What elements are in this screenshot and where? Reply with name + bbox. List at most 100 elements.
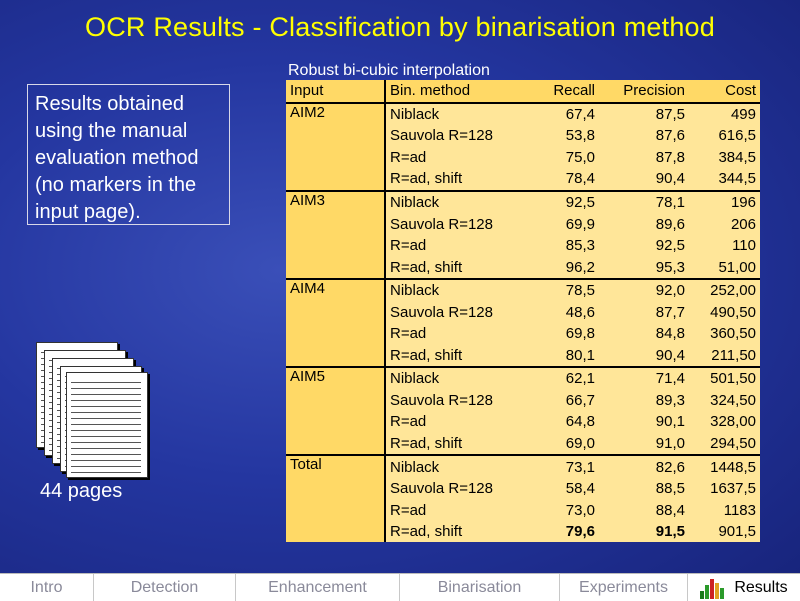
table-row: Total Niblack 73,1 82,6 1448,5 [286,454,760,543]
table-row: AIM3 Niblack 92,5 78,1 196 [286,189,760,279]
method-cell: Sauvola R=128 [385,213,515,235]
method-cell: R=ad, shift [385,520,515,543]
header-recall: Recall [515,80,599,104]
method-cell: Sauvola R=128 [385,477,515,500]
method-cell: R=ad, shift [385,432,515,456]
recall-cell: 75,0 [515,146,599,169]
recall-cell: 58,4 [515,477,599,500]
results-table-container: Input Bin. method Recall Precision Cost … [286,80,760,543]
method-cell: Niblack [385,454,515,478]
table-header-row: Input Bin. method Recall Precision Cost [286,80,760,104]
table-caption: Robust bi-cubic interpolation [288,62,490,79]
precision-cell: 87,7 [599,301,689,324]
method-note-box: Results obtained using the manual evalua… [27,84,230,225]
precision-cell: 90,4 [599,168,689,191]
precision-cell: 88,4 [599,499,689,521]
slide-title: OCR Results - Classification by binarisa… [85,12,715,42]
cost-cell: 324,50 [689,389,760,412]
recall-cell: 78,5 [515,277,599,302]
cost-cell: 490,50 [689,301,760,324]
input-cell: Total [286,454,386,543]
table-row: Sauvola R=128 58,4 88,5 1637,5 [286,477,760,500]
tab-intro[interactable]: Intro [0,574,94,601]
recall-cell: 53,8 [515,125,599,147]
table-row: R=ad, shift 80,1 90,4 211,50 [286,344,760,368]
precision-cell: 89,6 [599,213,689,235]
method-cell: Niblack [385,101,515,126]
recall-cell: 80,1 [515,344,599,368]
method-cell: R=ad, shift [385,168,515,191]
recall-cell: 73,1 [515,454,599,478]
cost-cell: 1637,5 [689,477,760,500]
input-cell: AIM4 [286,277,386,368]
cost-cell: 328,00 [689,411,760,433]
precision-cell: 89,3 [599,389,689,412]
tab-binarisation[interactable]: Binarisation [400,574,560,601]
cost-cell: 344,5 [689,168,760,191]
recall-cell: 67,4 [515,101,599,126]
cost-cell: 252,00 [689,277,760,302]
precision-cell: 82,6 [599,454,689,478]
header-bin-method: Bin. method [385,80,515,104]
method-cell: R=ad [385,499,515,521]
cost-cell: 499 [689,101,760,126]
recall-cell: 92,5 [515,189,599,214]
cost-cell: 616,5 [689,125,760,147]
table-row: R=ad, shift 79,6 91,5 901,5 [286,520,760,543]
recall-cell: 48,6 [515,301,599,324]
table-row: R=ad 75,0 87,8 384,5 [286,146,760,169]
cost-cell: 196 [689,189,760,214]
precision-cell: 91,0 [599,432,689,456]
recall-cell: 69,0 [515,432,599,456]
recall-cell: 69,8 [515,323,599,345]
tab-results-label: Results [734,578,788,596]
recall-cell: 78,4 [515,168,599,191]
bar-chart-icon [700,577,728,599]
recall-cell: 62,1 [515,366,599,390]
method-cell: R=ad, shift [385,256,515,279]
tab-binarisation-label: Binarisation [437,578,522,596]
precision-cell: 90,1 [599,411,689,433]
method-cell: R=ad [385,411,515,433]
recall-cell: 69,9 [515,213,599,235]
page-sheet [66,372,148,478]
recall-cell: 73,0 [515,499,599,521]
table-row: R=ad 64,8 90,1 328,00 [286,411,760,433]
precision-cell: 71,4 [599,366,689,390]
precision-cell: 95,3 [599,256,689,279]
results-table: Input Bin. method Recall Precision Cost … [286,80,760,543]
tab-experiments-label: Experiments [579,578,668,596]
method-cell: R=ad [385,323,515,345]
section-nav-bar: Intro Detection Enhancement Binarisation… [0,573,800,601]
cost-cell: 384,5 [689,146,760,169]
header-precision: Precision [599,80,689,104]
cost-cell: 1448,5 [689,454,760,478]
table-row: Sauvola R=128 53,8 87,6 616,5 [286,125,760,147]
method-cell: Sauvola R=128 [385,389,515,412]
table-row: R=ad 85,3 92,5 110 [286,234,760,257]
input-cell: AIM5 [286,366,386,456]
tab-detection-label: Detection [130,578,199,596]
table-row: Sauvola R=128 69,9 89,6 206 [286,213,760,235]
precision-cell: 87,8 [599,146,689,169]
precision-cell: 91,5 [599,520,689,543]
method-cell: Sauvola R=128 [385,301,515,324]
table-row: AIM2 Niblack 67,4 87,5 499 [286,101,760,191]
precision-cell: 92,5 [599,234,689,257]
tab-results[interactable]: Results [688,574,800,601]
table-row: Sauvola R=128 48,6 87,7 490,50 [286,301,760,324]
table-row: R=ad 69,8 84,8 360,50 [286,323,760,345]
tab-experiments[interactable]: Experiments [560,574,688,601]
tab-enhancement[interactable]: Enhancement [236,574,400,601]
recall-cell: 66,7 [515,389,599,412]
cost-cell: 1183 [689,499,760,521]
cost-cell: 206 [689,213,760,235]
method-cell: Niblack [385,366,515,390]
method-cell: R=ad, shift [385,344,515,368]
precision-cell: 84,8 [599,323,689,345]
pages-caption: 44 pages [40,480,123,502]
cost-cell: 51,00 [689,256,760,279]
table-row: R=ad, shift 78,4 90,4 344,5 [286,168,760,191]
method-cell: Sauvola R=128 [385,125,515,147]
tab-detection[interactable]: Detection [94,574,236,601]
